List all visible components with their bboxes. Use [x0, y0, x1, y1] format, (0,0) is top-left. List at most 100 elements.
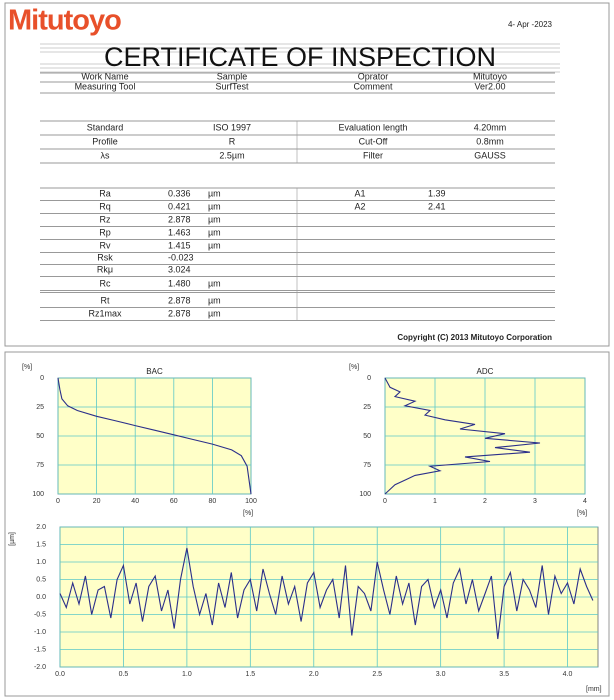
- result-name: Rc: [100, 278, 111, 288]
- x-tick-label: 3.0: [436, 671, 446, 678]
- table-cell: Profile: [92, 136, 118, 146]
- result-unit: µm: [208, 308, 221, 318]
- x-unit: [%]: [243, 510, 253, 517]
- x-tick-label: 2.5: [372, 671, 382, 678]
- table-cell: Sample: [217, 71, 248, 81]
- result-name: Rkμ: [97, 264, 113, 274]
- table-cell: R: [229, 136, 236, 146]
- y-tick-label: 1.0: [36, 559, 46, 566]
- chart-title: BAC: [146, 367, 163, 376]
- table-cell: Cut-Off: [359, 136, 388, 146]
- result-unit: µm: [208, 278, 221, 288]
- y-tick-label: 100: [32, 491, 44, 498]
- x-tick-label: 3: [533, 498, 537, 505]
- table-cell: 4.20mm: [474, 122, 507, 132]
- result-name: Rz: [100, 214, 111, 224]
- table-cell: λs: [101, 150, 111, 160]
- x-unit: [%]: [577, 510, 587, 517]
- result-name: A2: [354, 201, 365, 211]
- y-tick-label: 75: [363, 462, 371, 469]
- x-tick-label: 40: [131, 498, 139, 505]
- x-tick-label: 60: [170, 498, 178, 505]
- y-tick-label: 0.0: [36, 594, 46, 601]
- result-unit: µm: [208, 188, 221, 198]
- result-name: A1: [354, 188, 365, 198]
- result-value: 1.39: [428, 188, 446, 198]
- result-value: 2.878: [168, 308, 191, 318]
- y-unit: [%]: [22, 364, 32, 371]
- result-name: Rt: [101, 295, 110, 305]
- result-unit: µm: [208, 240, 221, 250]
- result-name: Rq: [99, 201, 111, 211]
- y-tick-label: 2.0: [36, 524, 46, 531]
- table-cell: 2.5µm: [219, 150, 244, 160]
- x-tick-label: 0: [56, 498, 60, 505]
- chart-title: ADC: [477, 367, 494, 376]
- title: CERTIFICATE OF INSPECTION: [104, 42, 496, 72]
- result-name: Rsk: [97, 252, 113, 262]
- x-tick-label: 0.0: [55, 671, 65, 678]
- y-tick-label: -0.5: [34, 611, 46, 618]
- result-value: 2.878: [168, 214, 191, 224]
- result-unit: µm: [208, 295, 221, 305]
- y-tick-label: 1.5: [36, 541, 46, 548]
- x-unit: [mm]: [586, 686, 602, 693]
- curve: [59, 547, 594, 640]
- table-cell: Mitutoyo: [473, 71, 507, 81]
- y-tick-label: 25: [36, 404, 44, 411]
- result-unit: µm: [208, 201, 221, 211]
- y-tick-label: -2.0: [34, 664, 46, 671]
- y-tick-label: -1.0: [34, 629, 46, 636]
- y-tick-label: 75: [36, 462, 44, 469]
- x-tick-label: 20: [93, 498, 101, 505]
- result-value: 0.336: [168, 188, 191, 198]
- y-unit: [µm]: [9, 532, 16, 546]
- result-name: Rp: [99, 227, 111, 237]
- y-tick-label: 0: [367, 375, 371, 382]
- table-cell: SurfTest: [215, 81, 249, 91]
- result-value: -0.023: [168, 252, 194, 262]
- result-value: 1.480: [168, 278, 191, 288]
- x-tick-label: 0: [383, 498, 387, 505]
- certificate-frame: [4, 2, 610, 347]
- x-tick-label: 1: [433, 498, 437, 505]
- table-cell: Comment: [353, 81, 393, 91]
- curve: [57, 377, 252, 495]
- table-cell: GAUSS: [474, 150, 506, 160]
- x-tick-label: 1.5: [245, 671, 255, 678]
- y-tick-label: 50: [363, 433, 371, 440]
- x-tick-label: 3.5: [499, 671, 509, 678]
- result-unit: µm: [208, 227, 221, 237]
- result-value: 0.421: [168, 201, 191, 211]
- x-tick-label: 80: [209, 498, 217, 505]
- y-unit: [%]: [349, 364, 359, 371]
- result-value: 1.415: [168, 240, 191, 250]
- table-cell: Filter: [363, 150, 383, 160]
- x-tick-label: 2.0: [309, 671, 319, 678]
- date: 4- Apr -2023: [508, 20, 553, 29]
- x-tick-label: 100: [245, 498, 257, 505]
- y-tick-label: 50: [36, 433, 44, 440]
- table-cell: 0.8mm: [476, 136, 504, 146]
- result-name: Rz1max: [88, 308, 122, 318]
- x-tick-label: 0.5: [119, 671, 129, 678]
- table-cell: Evaluation length: [338, 122, 407, 132]
- table-cell: Ver2.00: [474, 81, 505, 91]
- table-cell: ISO 1997: [213, 122, 251, 132]
- y-tick-label: -1.5: [34, 646, 46, 653]
- copyright: Copyright (C) 2013 Mitutoyo Corporation: [397, 333, 552, 342]
- result-value: 1.463: [168, 227, 191, 237]
- title-stripes: [40, 43, 560, 73]
- x-tick-label: 1.0: [182, 671, 192, 678]
- y-tick-label: 0.5: [36, 576, 46, 583]
- result-value: 2.878: [168, 295, 191, 305]
- result-name: Rv: [100, 240, 111, 250]
- table-cell: Work Name: [81, 71, 128, 81]
- y-tick-label: 100: [359, 491, 371, 498]
- result-unit: µm: [208, 214, 221, 224]
- y-tick-label: 25: [363, 404, 371, 411]
- y-tick-label: 0: [40, 375, 44, 382]
- result-value: 3.024: [168, 264, 191, 274]
